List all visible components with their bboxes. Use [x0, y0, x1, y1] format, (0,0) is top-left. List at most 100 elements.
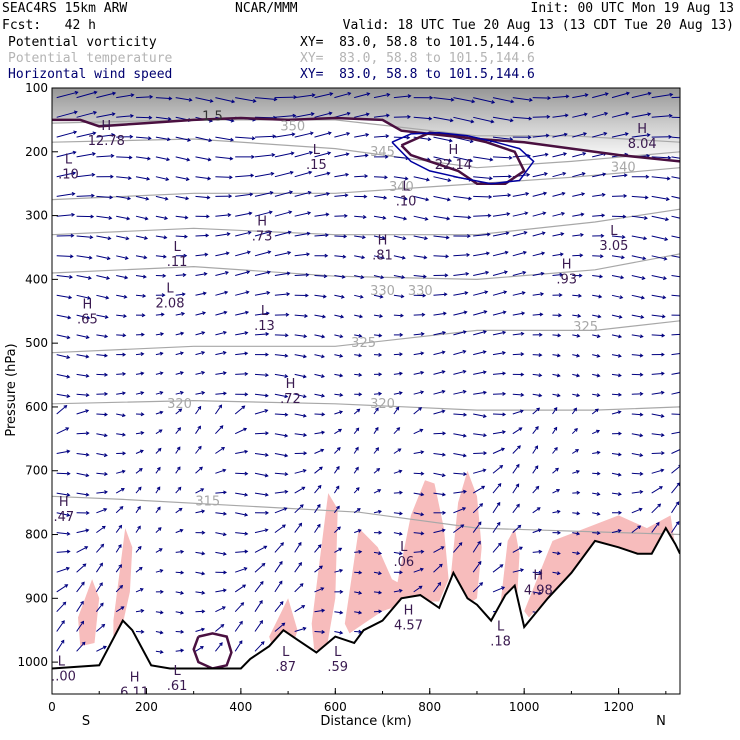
wind-vector-shaft	[294, 354, 307, 358]
wind-vector-head	[666, 176, 671, 181]
wind-vector	[155, 610, 164, 615]
extremum-value: .81	[372, 249, 393, 264]
wind-vector	[334, 254, 347, 259]
wind-vector-head	[159, 351, 164, 356]
wind-vector	[274, 622, 286, 632]
wind-vector-head	[99, 562, 103, 567]
wind-vector-head	[418, 585, 423, 590]
wind-vector	[433, 563, 443, 573]
wind-vector-head	[140, 629, 145, 634]
wind-vector	[373, 426, 379, 434]
wind-vector-shaft	[254, 453, 268, 456]
wind-vector-head	[508, 174, 512, 179]
wind-vector-head	[159, 371, 164, 376]
wind-vector-head	[596, 373, 601, 378]
wind-vector	[453, 489, 467, 494]
wind-vector-shaft	[393, 372, 403, 375]
wind-vector	[532, 507, 541, 514]
wind-vector-head	[229, 156, 234, 161]
wind-vector	[651, 92, 674, 99]
wind-vector-shaft	[254, 97, 277, 100]
wind-vector-shaft	[492, 232, 509, 237]
wind-vector	[56, 192, 76, 197]
wind-vector	[76, 294, 92, 300]
wind-vector-shaft	[215, 512, 227, 515]
wind-vector-head	[356, 408, 361, 413]
wind-vector-head	[406, 135, 411, 140]
wind-vector-head	[421, 312, 426, 317]
wind-vector-shaft	[592, 393, 600, 396]
wind-vector-head	[400, 294, 405, 299]
wind-vector	[572, 172, 586, 178]
wind-vector-shaft	[413, 512, 424, 516]
legend-wind-xy: XY= 83.0, 58.8 to 101.5,144.6	[300, 67, 535, 82]
wind-vector-shaft	[611, 235, 625, 238]
theta-label: 320	[370, 397, 395, 412]
wind-vector-head	[596, 531, 601, 536]
wind-vector	[274, 524, 286, 534]
wind-vector-head	[119, 584, 124, 589]
wind-vector-shaft	[235, 291, 249, 296]
wind-vector-head	[66, 394, 71, 398]
wind-vector-head	[265, 373, 269, 378]
wind-vector-head	[70, 233, 75, 238]
wind-vector-shaft	[631, 508, 642, 514]
wind-vector	[453, 330, 467, 336]
wind-vector-shaft	[76, 393, 89, 396]
wind-vector	[334, 172, 350, 178]
wind-vector-shaft	[116, 413, 125, 417]
wind-vector	[433, 510, 447, 515]
wind-vector-shaft	[631, 275, 645, 279]
wind-vector-head	[339, 589, 344, 594]
wind-vector-head	[157, 466, 161, 471]
wind-vector	[353, 466, 359, 474]
wind-vector	[611, 214, 627, 219]
wind-vector	[215, 136, 235, 142]
wind-vector-shaft	[334, 314, 344, 318]
theta-isentrope-330	[52, 253, 680, 281]
wind-vector-head	[675, 520, 680, 525]
wind-vector-head	[426, 177, 430, 182]
wind-vector-head	[103, 453, 108, 458]
wind-vector	[115, 488, 125, 494]
wind-vector	[334, 234, 348, 239]
wind-vector	[155, 273, 167, 278]
wind-vector-shaft	[453, 116, 474, 123]
wind-vector	[611, 392, 622, 397]
wind-vector-head	[310, 112, 315, 117]
wind-vector-shaft	[433, 410, 445, 415]
wind-vector	[611, 314, 623, 319]
wind-vector-head	[85, 510, 90, 515]
wind-vector-shaft	[235, 512, 248, 516]
wind-vector-head	[69, 274, 73, 279]
wind-vector-shaft	[274, 231, 291, 237]
wind-vector	[314, 484, 322, 494]
wind-vector	[631, 215, 648, 220]
wind-vector-shaft	[274, 272, 290, 276]
extremum-value: .11	[167, 255, 188, 270]
wind-vector	[334, 91, 352, 99]
wind-vector-shaft	[413, 585, 423, 593]
wind-vector	[671, 294, 680, 297]
wind-vector	[95, 582, 103, 593]
extremum-marker: L	[400, 540, 408, 555]
wind-vector-shaft	[433, 136, 453, 142]
wind-vector-shaft	[572, 393, 580, 397]
wind-vector-head	[556, 551, 561, 556]
wind-vector-shaft	[274, 601, 284, 613]
wind-vector	[671, 333, 680, 336]
wind-vector	[671, 255, 680, 258]
wind-vector-head	[545, 133, 550, 138]
wind-vector-shaft	[532, 571, 542, 574]
wind-vector	[334, 353, 344, 358]
wind-vector	[195, 405, 202, 415]
wind-vector	[195, 466, 203, 474]
wind-vector-shaft	[413, 451, 424, 454]
wind-vector-head	[596, 393, 601, 398]
wind-vector	[354, 629, 363, 634]
wind-vector	[473, 232, 491, 237]
wind-vector-head	[181, 311, 186, 316]
wind-vector	[373, 255, 385, 260]
wind-vector-head	[458, 542, 463, 546]
x-end-label-south: S	[82, 714, 90, 729]
